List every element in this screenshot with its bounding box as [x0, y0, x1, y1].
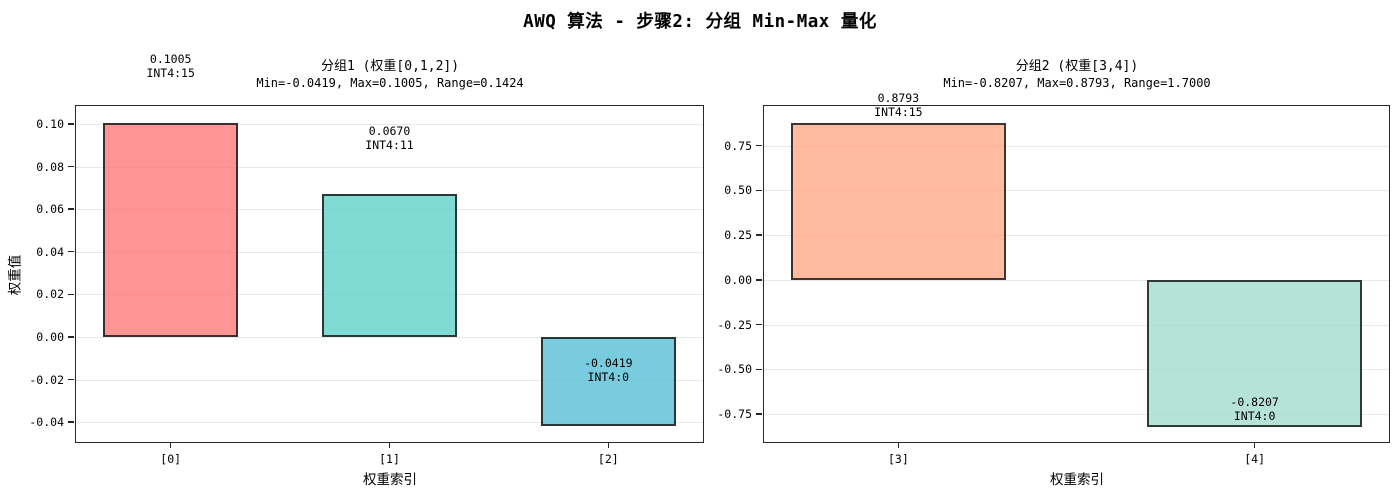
bar-int4-text: INT4:0 [1233, 409, 1276, 424]
bar-value-label: 0.1005 INT4:15 [146, 52, 194, 80]
y-tick-mark [68, 251, 74, 253]
y-tick-mark [68, 293, 74, 296]
bar-int4-text: INT4:0 [587, 369, 630, 384]
y-tick-label: 0.50 [724, 183, 752, 198]
subplot1-subtitle-text: Min=-0.0419, Max=0.1005, Range=0.1424 [256, 76, 524, 90]
x-tick-label: [0] [160, 452, 182, 466]
bar-int4-text: INT4:15 [874, 105, 923, 119]
subplot2-subtitle-text: Min=-0.8207, Max=0.8793, Range=1.7000 [943, 76, 1211, 90]
axes-plot1: 0.10 0.08 0.06 0.04 0.02 0.00 -0.02 -0.04 0.1005… [29, 52, 704, 466]
y-tick-label: 0.75 [724, 138, 752, 153]
subplot1-title: 分组1 (权重[0,1,2]) Min=-0.0419, Max=0.1005,… [256, 58, 523, 92]
gridline [76, 123, 703, 125]
bar-value-label: -0.0419 INT4:0 [584, 356, 632, 384]
gridline [76, 336, 703, 338]
bar-value-label: 0.8793 INT4:15 [874, 91, 922, 119]
y-tick-label: 0.00 [724, 272, 752, 287]
gridline [764, 369, 1389, 371]
x-tick-mark [169, 442, 172, 448]
y-tick-label: -0.02 [29, 372, 64, 387]
gridline [764, 235, 1389, 237]
x-tick-mark [897, 442, 900, 448]
bar-3 [790, 122, 1006, 280]
subplot2-title: 分组2 (权重[3,4]) Min=-0.8207, Max=0.8793, R… [943, 58, 1210, 92]
y-tick-mark [68, 378, 74, 381]
gridline [764, 414, 1389, 416]
y-tick-mark [68, 208, 74, 210]
gridline [764, 145, 1389, 147]
y-tick-mark [756, 323, 762, 326]
bar-int4-text: INT4:11 [365, 137, 414, 152]
y-tick-mark [68, 421, 74, 423]
y-tick-label: -0.75 [717, 407, 752, 422]
bar-value-text: 0.1005 [149, 52, 192, 67]
figure-title: AWQ 算法 - 步骤2: 分组 Min-Max 量化 [523, 12, 877, 32]
y-tick-mark [68, 336, 74, 338]
subplot1-title-text: 分组1 (权重[0,1,2]) [320, 59, 460, 74]
gridline [764, 324, 1389, 326]
y-axis-label-plot1: 权重值 [7, 254, 24, 296]
bar-value-label: 0.0670 INT4:11 [365, 124, 413, 152]
subplot2-title-text: 分组2 (权重[3,4]) [1015, 59, 1139, 74]
gridline [764, 190, 1389, 192]
y-tick-mark [756, 368, 762, 371]
y-tick-mark [756, 413, 762, 415]
gridline [764, 279, 1389, 281]
y-tick-label: -0.50 [717, 362, 752, 377]
y-tick-label: 0.10 [36, 116, 64, 131]
y-tick-mark [756, 189, 762, 192]
x-tick-label: [1] [379, 452, 400, 466]
y-tick-label: 0.02 [36, 287, 64, 302]
gridline [76, 422, 703, 424]
x-tick-mark [388, 442, 391, 448]
y-tick-label: -0.04 [29, 415, 64, 430]
bar-value-text: -0.8207 [1230, 395, 1279, 410]
y-tick-label: 0.00 [36, 329, 64, 344]
x-tick-mark [1253, 442, 1256, 448]
gridline [76, 379, 703, 381]
y-tick-label: 0.04 [36, 244, 64, 259]
y-tick-label: 0.08 [36, 159, 64, 174]
y-tick-mark [756, 234, 762, 236]
y-tick-label: 0.06 [36, 202, 64, 217]
x-axis-label-plot1: 权重索引 [363, 472, 417, 488]
y-tick-label: -0.25 [717, 317, 752, 332]
x-tick-label: [2] [597, 452, 619, 466]
x-tick-mark [607, 442, 609, 448]
bar-0 [103, 122, 239, 337]
bar-value-text: 0.8793 [877, 91, 920, 105]
bar-value-text: -0.0419 [584, 355, 633, 370]
bar-1 [322, 194, 457, 337]
axes-plot2: 0.75 0.50 0.25 0.00 -0.25 -0.50 -0.75 0.8793 INT… [717, 91, 1390, 466]
x-tick-label: [4] [1244, 452, 1266, 466]
bar-4 [1147, 279, 1363, 427]
bar-value-text: 0.0670 [368, 123, 411, 138]
bar-value-label: -0.8207 INT4:0 [1230, 395, 1278, 423]
y-tick-label: 0.25 [724, 228, 752, 243]
y-tick-mark [756, 145, 762, 147]
x-axis-label-plot2: 权重索引 [1050, 472, 1104, 488]
bar-int4-text: INT4:15 [146, 66, 195, 81]
y-tick-mark [68, 123, 74, 125]
gridline [76, 166, 703, 168]
y-tick-mark [68, 165, 74, 168]
y-tick-mark [756, 279, 762, 281]
bar-2 [540, 336, 676, 427]
x-tick-label: [3] [887, 452, 909, 466]
